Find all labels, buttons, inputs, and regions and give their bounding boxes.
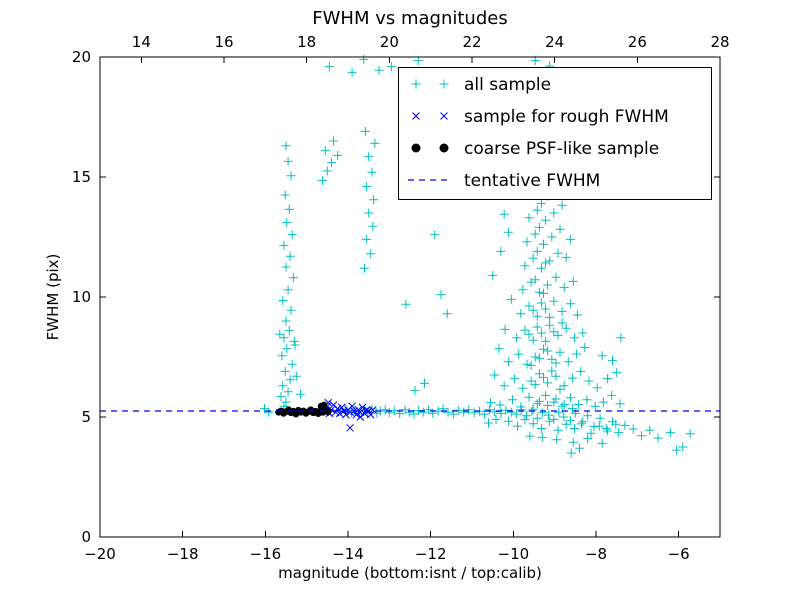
x-tick-label: −20 <box>84 545 116 563</box>
left-axis-ticks: 0 5 10 15 20 <box>72 48 720 546</box>
series-all-sample <box>260 54 695 458</box>
y-tick-label: 10 <box>72 288 91 306</box>
y-tick-label: 0 <box>81 528 91 546</box>
legend-label: coarse PSF-like sample <box>464 139 659 159</box>
y-tick-label: 20 <box>72 48 91 66</box>
top-tick-label: 26 <box>628 33 647 51</box>
legend-label: sample for rough FWHM <box>464 107 669 127</box>
x-tick-label: −6 <box>668 545 690 563</box>
legend-entry-2: coarse PSF-like sample <box>411 139 659 159</box>
legend-x-marker <box>412 112 420 120</box>
y-axis-label: FWHM (pix) <box>44 254 62 341</box>
x-tick-label: −14 <box>332 545 364 563</box>
legend-circle-marker <box>439 143 449 153</box>
legend-plus-marker <box>411 79 421 89</box>
legend-label: all sample <box>464 75 551 95</box>
top-tick-label: 22 <box>462 33 481 51</box>
x-axis-label: magnitude (bottom:isnt / top:calib) <box>278 564 542 582</box>
top-axis-ticks: 14 16 18 20 22 24 26 28 <box>132 33 730 63</box>
legend-label: tentative FWHM <box>464 171 600 191</box>
chart-title: FWHM vs magnitudes <box>312 8 507 29</box>
legend-entry-0: all sample <box>411 75 551 95</box>
x-tick-label: −12 <box>415 545 447 563</box>
legend-box <box>398 67 712 200</box>
y-tick-label: 15 <box>72 168 91 186</box>
x-tick-label: −18 <box>167 545 199 563</box>
legend-x-marker <box>440 112 448 120</box>
legend-entry-1: sample for rough FWHM <box>412 107 669 127</box>
y-tick-label: 5 <box>81 408 91 426</box>
bottom-axis-ticks: −20 −18 −16 −14 −12 −10 −8 −6 <box>84 531 690 563</box>
legend-entry-3: tentative FWHM <box>408 171 600 191</box>
legend: all sample sample for rough FWHM coarse PS… <box>398 67 712 200</box>
top-tick-label: 28 <box>710 33 729 51</box>
top-tick-label: 20 <box>380 33 399 51</box>
top-tick-label: 24 <box>545 33 564 51</box>
plot-area: −20 −18 −16 −14 −12 −10 −8 −6 14 16 18 20 22 24 26 28 0 5… <box>72 33 730 563</box>
x-tick-label: −16 <box>250 545 282 563</box>
legend-plus-marker <box>439 79 449 89</box>
top-tick-label: 16 <box>214 33 233 51</box>
top-tick-label: 14 <box>132 33 151 51</box>
x-tick-label: −10 <box>498 545 530 563</box>
legend-circle-marker <box>411 143 421 153</box>
top-tick-label: 18 <box>297 33 316 51</box>
x-tick-label: −8 <box>585 545 607 563</box>
